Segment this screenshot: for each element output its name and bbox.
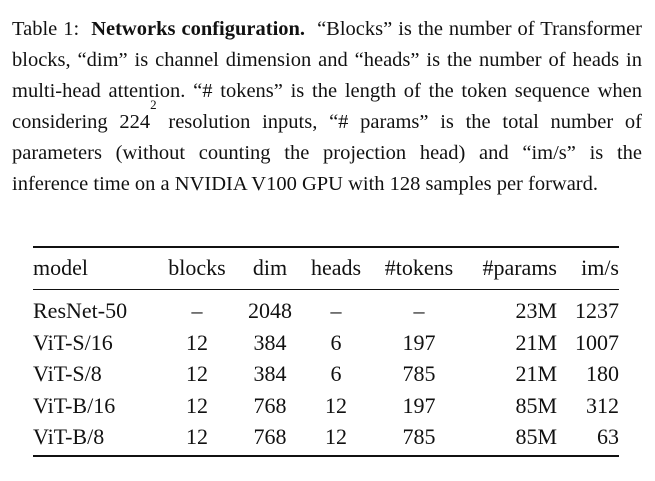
cell-ims: 180 bbox=[586, 361, 619, 386]
cell-params: 21M bbox=[515, 329, 557, 355]
table-row: ViT-S/16 12 384 6 197 21M 1007 bbox=[33, 327, 619, 359]
cell-ims: 312 bbox=[586, 392, 619, 418]
table-header-row: model blocks dim heads #tokens #params i… bbox=[33, 246, 619, 290]
caption-label: Table 1: bbox=[12, 18, 80, 40]
caption-text-part2: resolution inputs, “# params” is the tot… bbox=[12, 111, 642, 195]
cell-params: 85M bbox=[515, 392, 557, 418]
cell-heads: 12 bbox=[299, 421, 373, 457]
cell-params: 21M bbox=[515, 361, 557, 386]
header-dim: dim bbox=[241, 246, 299, 290]
caption-math-base: 224 bbox=[119, 111, 151, 133]
table-row: ViT-B/16 12 768 12 197 85M 312 bbox=[33, 390, 619, 422]
cell-blocks: 12 bbox=[186, 361, 208, 386]
cell-dim: 384 bbox=[253, 329, 287, 355]
cell-heads: 12 bbox=[325, 392, 347, 418]
cell-model: ViT-B/16 bbox=[33, 392, 116, 418]
cell-blocks: 12 bbox=[186, 329, 208, 355]
header-blocks: blocks bbox=[153, 246, 241, 290]
cell-tokens: 785 bbox=[373, 421, 465, 457]
table-row: ResNet-50 – 2048 – – 23M 1237 bbox=[33, 290, 619, 327]
cell-dim: 768 bbox=[241, 421, 299, 457]
cell-blocks: – bbox=[191, 298, 203, 323]
cell-ims: 1237 bbox=[575, 298, 619, 323]
cell-dim: 2048 bbox=[248, 298, 292, 323]
cell-heads: – bbox=[330, 298, 342, 323]
header-ims: im/s bbox=[557, 246, 619, 290]
cell-blocks: 12 bbox=[186, 392, 208, 418]
header-params: #params bbox=[465, 246, 557, 290]
table-caption: Table 1: Networks configuration. “Blocks… bbox=[12, 14, 642, 200]
header-tokens: #tokens bbox=[373, 246, 465, 290]
cell-tokens: 197 bbox=[402, 392, 436, 418]
cell-model: ViT-B/8 bbox=[33, 421, 153, 457]
cell-model: ViT-S/16 bbox=[33, 329, 113, 355]
table-row: ViT-S/8 12 384 6 785 21M 180 bbox=[33, 358, 619, 390]
cell-ims: 63 bbox=[557, 421, 619, 457]
cell-tokens: – bbox=[413, 298, 425, 323]
cell-dim: 384 bbox=[253, 361, 287, 386]
caption-text-part1: “Blocks” is the number of Transformer bl… bbox=[12, 18, 643, 133]
cell-params: 85M bbox=[465, 421, 557, 457]
caption-title: Networks configuration. bbox=[91, 18, 306, 40]
header-model: model bbox=[33, 246, 153, 290]
cell-heads: 6 bbox=[330, 329, 342, 355]
cell-params: 23M bbox=[515, 298, 557, 323]
cell-blocks: 12 bbox=[153, 421, 241, 457]
cell-dim: 768 bbox=[253, 392, 287, 418]
cell-model: ResNet-50 bbox=[33, 298, 128, 323]
network-config-table: model blocks dim heads #tokens #params i… bbox=[33, 246, 619, 457]
table-row: ViT-B/8 12 768 12 785 85M 63 bbox=[33, 421, 619, 457]
cell-heads: 6 bbox=[330, 361, 342, 386]
cell-tokens: 785 bbox=[402, 361, 436, 386]
cell-model: ViT-S/8 bbox=[33, 361, 102, 386]
cell-ims: 1007 bbox=[575, 329, 619, 355]
cell-tokens: 197 bbox=[402, 329, 436, 355]
caption-math-exponent: 2 bbox=[150, 97, 157, 112]
header-heads: heads bbox=[299, 246, 373, 290]
